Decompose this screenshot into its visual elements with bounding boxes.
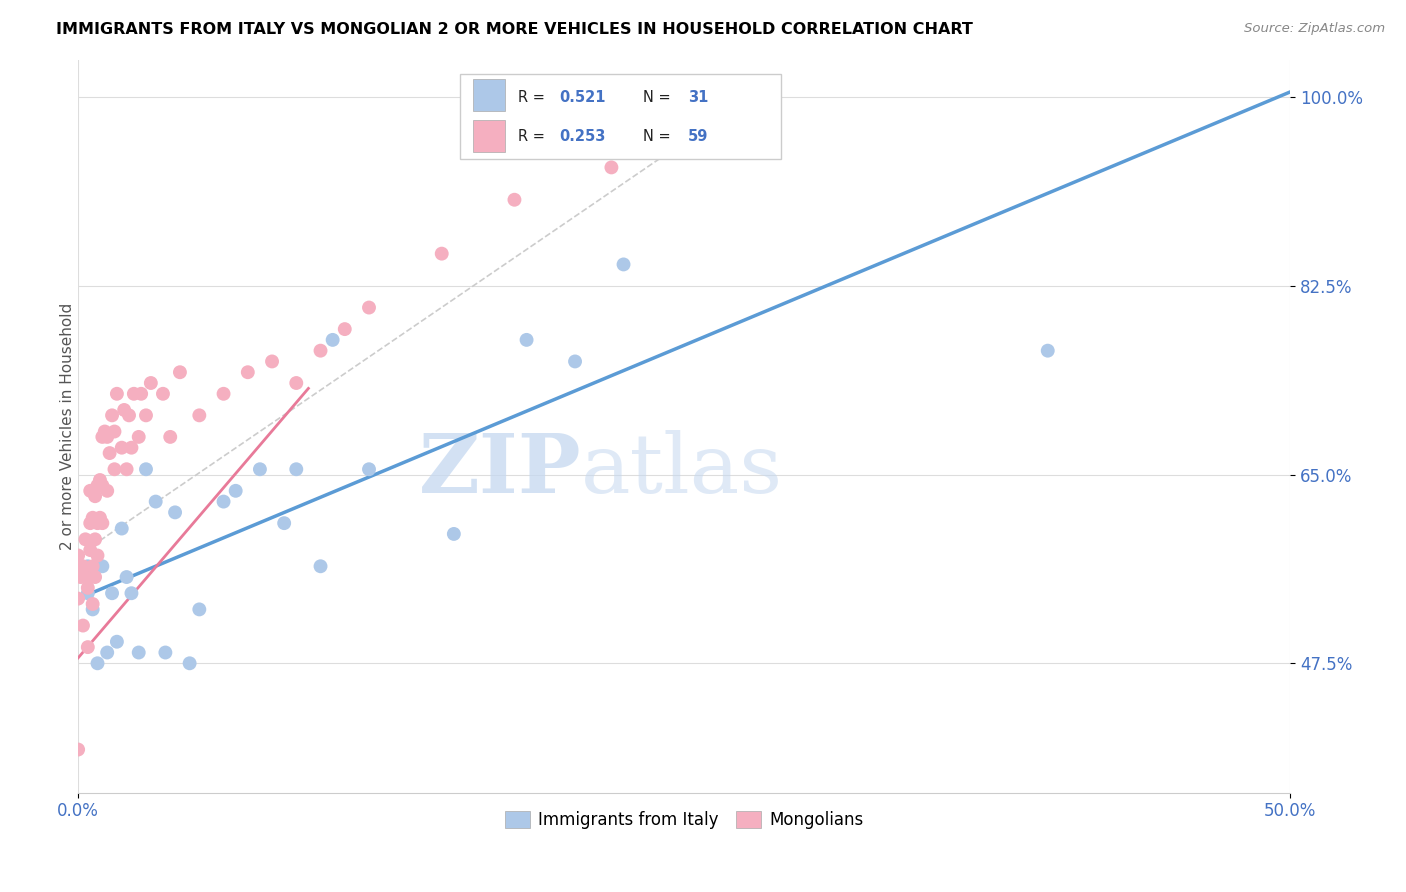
Point: [101, 409, 124, 423]
Point: [105, 386, 128, 401]
Point: [91, 478, 114, 492]
Point: [103, 425, 125, 439]
Point: [96, 430, 118, 444]
Point: [118, 409, 141, 423]
Point: [75, 533, 97, 547]
Point: [135, 409, 157, 423]
Point: [443, 527, 465, 541]
Point: [91, 516, 114, 530]
Point: [105, 634, 128, 648]
Point: [112, 403, 135, 417]
Point: [111, 441, 134, 455]
Text: Source: ZipAtlas.com: Source: ZipAtlas.com: [1244, 22, 1385, 36]
Point: [322, 333, 344, 347]
Point: [82, 602, 104, 616]
Point: [67, 591, 90, 606]
Point: [333, 322, 356, 336]
Point: [169, 365, 191, 379]
Point: [86, 657, 108, 671]
Point: [260, 354, 283, 368]
Point: [135, 462, 157, 476]
Point: [67, 742, 90, 756]
Point: [69, 570, 91, 584]
Point: [212, 494, 235, 508]
Point: [357, 462, 380, 476]
Point: [96, 646, 118, 660]
Point: [249, 462, 271, 476]
Text: IMMIGRANTS FROM ITALY VS MONGOLIAN 2 OR MORE VEHICLES IN HOUSEHOLD CORRELATION C: IMMIGRANTS FROM ITALY VS MONGOLIAN 2 OR …: [56, 22, 973, 37]
Point: [89, 473, 111, 487]
Point: [122, 386, 145, 401]
Point: [225, 483, 247, 498]
Point: [84, 533, 107, 547]
Point: [179, 657, 201, 671]
Legend: Immigrants from Italy, Mongolians: Immigrants from Italy, Mongolians: [499, 804, 870, 836]
Point: [82, 510, 104, 524]
Point: [1036, 343, 1059, 358]
Y-axis label: 2 or more Vehicles in Household: 2 or more Vehicles in Household: [59, 302, 75, 549]
Point: [86, 516, 108, 530]
Point: [236, 365, 259, 379]
Point: [91, 430, 114, 444]
Point: [115, 462, 138, 476]
Point: [564, 354, 586, 368]
Point: [273, 516, 295, 530]
Point: [309, 343, 332, 358]
Point: [128, 430, 150, 444]
Point: [86, 549, 108, 563]
Point: [285, 462, 308, 476]
Point: [357, 301, 380, 315]
Point: [128, 646, 150, 660]
Point: [111, 522, 134, 536]
Point: [152, 386, 174, 401]
Point: [516, 333, 538, 347]
Point: [188, 409, 211, 423]
Point: [120, 586, 142, 600]
Point: [82, 597, 104, 611]
Point: [75, 570, 97, 584]
Point: [145, 494, 167, 508]
Point: [94, 425, 117, 439]
Point: [129, 386, 152, 401]
Point: [76, 586, 98, 600]
Point: [98, 446, 121, 460]
Text: ZIP: ZIP: [419, 430, 581, 510]
Point: [86, 478, 108, 492]
Point: [115, 570, 138, 584]
Point: [76, 559, 98, 574]
Point: [285, 376, 308, 390]
Point: [79, 516, 101, 530]
Point: [188, 602, 211, 616]
Point: [89, 510, 111, 524]
Point: [309, 559, 332, 574]
Point: [155, 646, 177, 660]
Point: [165, 505, 187, 519]
Point: [79, 543, 101, 558]
Text: atlas: atlas: [581, 430, 783, 510]
Point: [503, 193, 526, 207]
Point: [103, 462, 125, 476]
Point: [101, 586, 124, 600]
Point: [76, 640, 98, 654]
Point: [139, 376, 162, 390]
Point: [159, 430, 181, 444]
Point: [212, 386, 235, 401]
Point: [72, 618, 94, 632]
Point: [79, 483, 101, 498]
Point: [82, 559, 104, 574]
Point: [84, 570, 107, 584]
Point: [96, 483, 118, 498]
Point: [84, 489, 107, 503]
Point: [430, 246, 453, 260]
Point: [612, 257, 634, 271]
Point: [72, 559, 94, 574]
Point: [120, 441, 142, 455]
Point: [76, 581, 98, 595]
Point: [91, 559, 114, 574]
Point: [67, 549, 90, 563]
Point: [600, 161, 623, 175]
